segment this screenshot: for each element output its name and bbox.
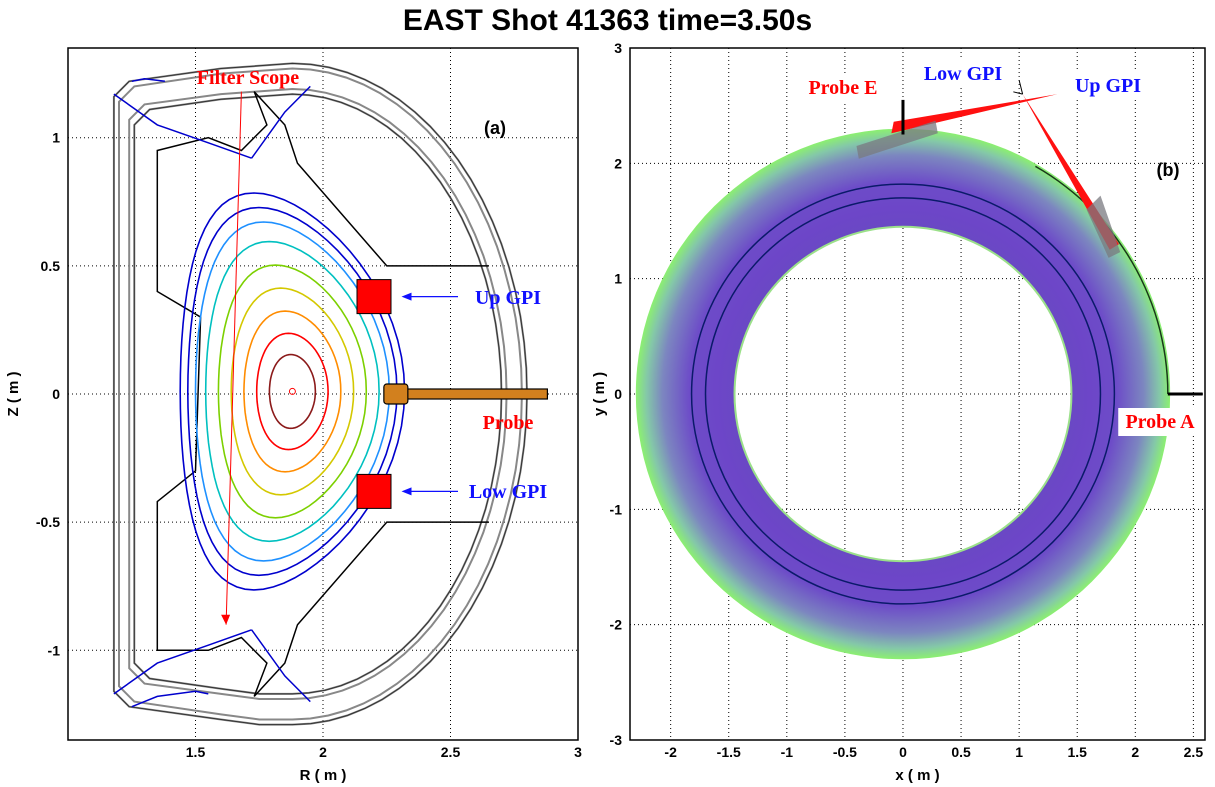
first-wall-upper bbox=[156, 91, 489, 638]
first-wall-lower bbox=[156, 521, 489, 697]
annotation-bg bbox=[801, 74, 885, 102]
y-tick-label: 1 bbox=[52, 130, 60, 146]
separatrix-leg bbox=[113, 629, 252, 695]
y-tick-label: 1 bbox=[614, 271, 622, 287]
flux-contour bbox=[179, 192, 406, 591]
separatrix-leg bbox=[250, 629, 311, 703]
y-tick-label: 2 bbox=[614, 155, 622, 171]
y-tick-label: -1 bbox=[610, 501, 623, 517]
flux-contour bbox=[230, 287, 355, 496]
x-tick-label: -1.5 bbox=[717, 744, 741, 760]
x-tick-label: 0 bbox=[899, 744, 907, 760]
torus-inner-edge bbox=[733, 225, 1073, 563]
separatrix-leg bbox=[113, 93, 252, 159]
annotation-label: Probe E bbox=[808, 77, 877, 99]
y-tick-label: -0.5 bbox=[36, 514, 60, 530]
low-gpi-box bbox=[356, 473, 392, 509]
separatrix-leg bbox=[250, 85, 311, 159]
plot-frame bbox=[67, 47, 579, 741]
annotation-arrowhead bbox=[401, 487, 412, 496]
vessel-wall bbox=[128, 87, 508, 700]
x-tick-label: 0.5 bbox=[951, 744, 971, 760]
separatrix-leg bbox=[131, 78, 165, 83]
vessel-wall bbox=[133, 93, 503, 695]
low-gpi-view bbox=[891, 94, 1058, 134]
annotation-arrowhead bbox=[401, 292, 412, 301]
x-tick-label: 2.5 bbox=[1184, 744, 1204, 760]
flux-contour bbox=[255, 332, 329, 451]
main-title: EAST Shot 41363 time=3.50s bbox=[402, 4, 813, 37]
annotation-label: Up GPI bbox=[475, 287, 541, 309]
panel-label: (b) bbox=[1157, 160, 1180, 180]
probe-head bbox=[383, 383, 409, 405]
magnetic-axis bbox=[288, 387, 296, 395]
x-tick-label: 2.5 bbox=[441, 744, 461, 760]
low-gpi-box bbox=[856, 120, 938, 159]
x-tick-label: -2 bbox=[664, 744, 677, 760]
flux-circle bbox=[704, 197, 1102, 591]
y-axis-label: Z ( m ) bbox=[5, 372, 22, 417]
flux-contour bbox=[217, 264, 368, 519]
x-axis-label: x ( m ) bbox=[895, 767, 939, 784]
x-tick-label: -1 bbox=[781, 744, 794, 760]
up-gpi-box bbox=[1086, 195, 1121, 258]
wall-arc bbox=[1035, 165, 1169, 395]
vessel-wall bbox=[113, 62, 528, 726]
x-axis-label: R ( m ) bbox=[300, 767, 347, 784]
filter-scope-arrowhead bbox=[221, 614, 231, 625]
annotation-label: Probe bbox=[483, 412, 534, 434]
flux-contour bbox=[243, 310, 342, 473]
vessel-wall bbox=[118, 67, 523, 721]
panel-label: (a) bbox=[484, 118, 506, 138]
separatrix-leg bbox=[131, 690, 209, 708]
y-tick-label: 3 bbox=[614, 40, 622, 56]
up-gpi-box bbox=[356, 279, 392, 315]
y-tick-label: -3 bbox=[610, 732, 623, 748]
flux-contour bbox=[204, 240, 380, 543]
filter-scope-line bbox=[225, 91, 242, 625]
annotation-label: Low GPI bbox=[924, 63, 1003, 85]
annotation-line bbox=[1018, 80, 1024, 95]
annotation-label: Up GPI bbox=[1075, 75, 1141, 97]
x-tick-label: 2 bbox=[1131, 744, 1139, 760]
panel-b: -2 -1.5 -1 -0.5 0 0.5 1 1.5 2 2.5 -3 -2 -1 0 1 2 3 x ( m … bbox=[591, 40, 1206, 784]
annotation-label: Probe A bbox=[1125, 411, 1195, 433]
x-tick-label: 1.5 bbox=[186, 744, 206, 760]
y-axis-label: y ( m ) bbox=[591, 372, 608, 416]
x-tick-label: 3 bbox=[574, 744, 582, 760]
y-tick-label: 0.5 bbox=[41, 258, 61, 274]
torus-ring bbox=[635, 128, 1171, 660]
plot-frame bbox=[629, 47, 1206, 741]
annotation-bg bbox=[921, 60, 1005, 88]
annotation-bg bbox=[1118, 408, 1202, 436]
flux-contour bbox=[186, 206, 398, 577]
y-tick-label: -2 bbox=[610, 617, 623, 633]
probe-rod bbox=[401, 388, 549, 400]
annotation-bg bbox=[1071, 72, 1145, 100]
flux-circle bbox=[690, 183, 1116, 605]
y-tick-label: 0 bbox=[614, 386, 622, 402]
x-tick-label: 2 bbox=[319, 744, 327, 760]
annotation-label: Filter Scope bbox=[197, 67, 300, 89]
x-tick-label: 1 bbox=[1015, 744, 1023, 760]
x-tick-label: -0.5 bbox=[833, 744, 857, 760]
annotation-line bbox=[1013, 91, 1023, 95]
panel-a: 1.5 2 2.5 3 -1 -0.5 0 0.5 1 R ( m ) Z ( m ) Filter … bbox=[5, 47, 582, 784]
flux-contour bbox=[268, 353, 317, 430]
flux-contour bbox=[194, 221, 391, 562]
y-tick-label: -1 bbox=[48, 642, 61, 658]
y-tick-label: 0 bbox=[52, 386, 60, 402]
annotation-label: Low GPI bbox=[469, 481, 548, 503]
x-tick-label: 1.5 bbox=[1067, 744, 1087, 760]
